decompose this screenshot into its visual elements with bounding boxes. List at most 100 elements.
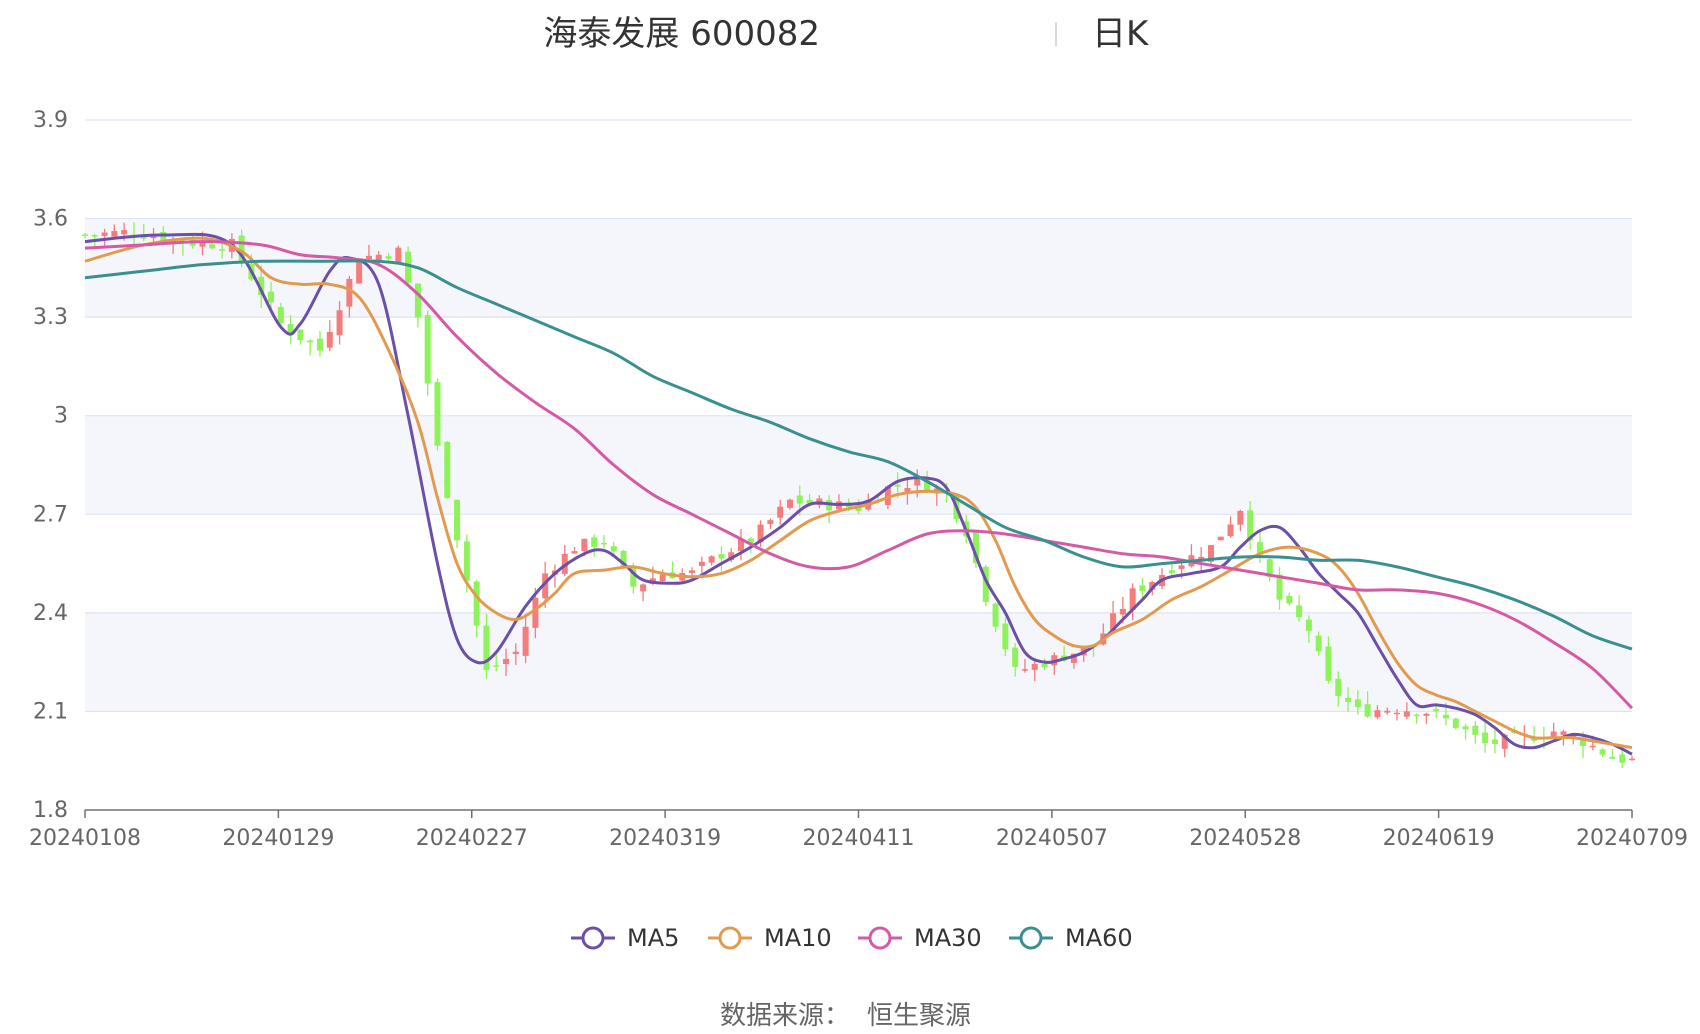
candle-body <box>277 307 284 323</box>
plot-band <box>85 218 1632 318</box>
y-tick-label: 2.1 <box>33 699 68 724</box>
legend-item-ma60[interactable]: MA60 <box>1009 924 1133 952</box>
legend-marker-ma10 <box>718 926 742 950</box>
candle-body <box>777 506 784 518</box>
candle-body <box>1217 536 1224 541</box>
candle-body <box>1296 605 1303 618</box>
candle-body <box>444 441 451 498</box>
candle-body <box>522 626 529 656</box>
source-label: 数据来源： <box>720 1001 850 1031</box>
ma-line-ma60 <box>84 259 1633 651</box>
candle-body <box>395 247 402 263</box>
candle-body <box>1031 663 1038 670</box>
candle-body <box>365 255 372 260</box>
candle-body <box>786 499 793 508</box>
candle-body <box>463 541 470 581</box>
candle-body <box>199 241 206 247</box>
legend-item-ma30[interactable]: MA30 <box>858 924 982 952</box>
legend-item-ma10[interactable]: MA10 <box>708 924 832 952</box>
candle-body <box>914 476 921 486</box>
candle-body <box>767 520 774 524</box>
candle-body <box>1394 712 1401 715</box>
y-axis: 3.9 3.6 3.3 3 2.7 2.4 2.1 1.8 <box>33 108 68 823</box>
candle-body <box>1413 714 1420 717</box>
candle-body <box>1129 588 1136 610</box>
y-tick-label: 2.7 <box>33 502 68 527</box>
candle-body <box>91 235 98 237</box>
candle-body <box>1256 542 1263 555</box>
candle-body <box>1580 737 1587 746</box>
candle-body <box>1423 713 1430 716</box>
candle-body <box>1619 754 1626 763</box>
candle-body <box>121 230 128 235</box>
candle-body <box>571 551 578 554</box>
candle-body <box>473 581 480 626</box>
candle-body <box>1452 718 1459 728</box>
candle-body <box>1305 619 1312 631</box>
y-tick-label: 1.8 <box>33 798 68 823</box>
candle-body <box>150 236 157 239</box>
candle-body <box>1491 739 1498 745</box>
candle-body <box>1119 608 1126 615</box>
candle-body <box>698 561 705 566</box>
chart-title: 海泰发展 600082 <box>543 14 820 54</box>
candle-body <box>1207 545 1214 562</box>
candle-body <box>385 256 392 259</box>
x-tick-label: 20240528 <box>1189 826 1301 851</box>
y-tick-label: 3.9 <box>33 108 68 133</box>
ma-line-ma5 <box>84 232 1633 756</box>
candle-body <box>316 338 323 351</box>
plot-band <box>85 415 1632 515</box>
candle-body <box>1629 758 1635 761</box>
candle-body <box>591 537 598 547</box>
candle-body <box>1070 653 1077 663</box>
candle-body <box>258 276 265 296</box>
candle-body <box>1609 756 1616 759</box>
candle-body <box>982 566 989 602</box>
candle-body <box>894 484 901 487</box>
candle-body <box>1198 556 1205 561</box>
candle-body <box>1149 582 1156 590</box>
candle-body <box>160 231 167 242</box>
candle-body <box>1276 574 1283 600</box>
x-tick-label: 20240129 <box>222 826 334 851</box>
ma-line-ma30 <box>84 240 1634 710</box>
candle-body <box>542 573 549 599</box>
candle-body <box>1364 704 1371 717</box>
x-tick-label: 20240411 <box>803 826 915 851</box>
legend-label-ma10: MA10 <box>764 924 832 952</box>
x-tick-label: 20240227 <box>416 826 528 851</box>
legend-item-ma5[interactable]: MA5 <box>571 924 679 952</box>
candle-body <box>219 249 226 251</box>
candle-body <box>1462 726 1469 730</box>
candle-body <box>845 504 852 508</box>
candle-body <box>101 232 108 236</box>
candle-body <box>738 539 745 552</box>
candle-body <box>503 658 510 664</box>
grid-lines <box>85 119 1632 713</box>
y-tick-label: 3 <box>54 404 68 429</box>
x-tick-label: 20240709 <box>1576 826 1688 851</box>
candle-body <box>630 568 637 587</box>
candle-body <box>532 597 539 628</box>
candle-body <box>1589 745 1596 748</box>
candle-body <box>434 382 441 446</box>
candle-body <box>1315 635 1322 652</box>
y-tick-label: 3.6 <box>33 207 68 232</box>
chart-period: 日K <box>1092 14 1150 54</box>
candle-body <box>1442 714 1449 719</box>
candle-body <box>1501 734 1508 749</box>
plot-bands <box>85 218 1632 712</box>
candle-body <box>346 278 353 307</box>
candle-body <box>424 315 431 384</box>
x-tick-label: 20240108 <box>29 826 141 851</box>
candle-body <box>326 331 333 348</box>
candle-body <box>1354 699 1361 708</box>
legend-marker-ma60 <box>1019 926 1043 950</box>
candle-body <box>356 262 363 284</box>
candle-body <box>512 651 519 655</box>
candle-body <box>1002 623 1009 650</box>
candle-body <box>1227 524 1234 537</box>
candle-body <box>1325 646 1332 681</box>
candle-body <box>1599 749 1606 755</box>
